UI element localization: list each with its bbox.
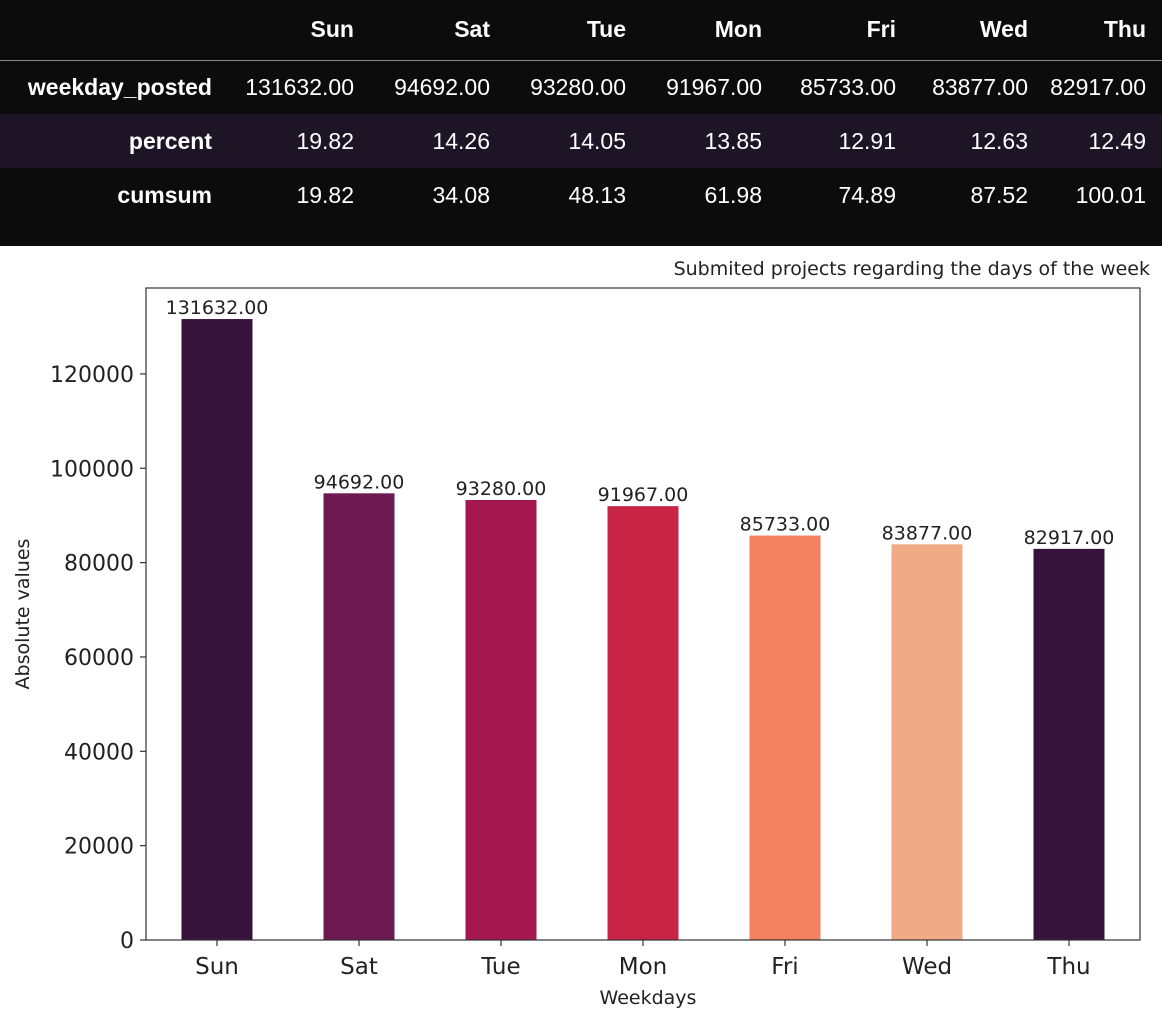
y-tick-label: 0 <box>120 929 134 954</box>
table-cell: 34.08 <box>432 181 490 208</box>
table-cell: 93280.00 <box>530 73 626 100</box>
table-row: cumsum 19.82 34.08 48.13 61.98 74.89 87.… <box>0 168 1162 222</box>
table-cell: 74.89 <box>838 181 896 208</box>
bar-tue <box>465 499 537 940</box>
bar-value-label: 82917.00 <box>1024 527 1115 549</box>
x-tick-label: Mon <box>619 954 668 980</box>
column-header: Sat <box>370 0 506 61</box>
bar-value-label: 93280.00 <box>456 478 547 500</box>
table-cell: 87.52 <box>970 181 1028 208</box>
x-tick-label: Fri <box>771 954 798 980</box>
table-cell: 91967.00 <box>666 73 762 100</box>
y-axis: 0 20000 40000 60000 80000 100000 120000 <box>50 363 146 954</box>
y-tick-label: 120000 <box>50 363 134 388</box>
table-cell: 14.26 <box>432 127 490 154</box>
bar-group: 131632.00 94692.00 93280.00 91967.00 85733.0… <box>166 297 1115 940</box>
table-header-row: Sun Sat Tue Mon Fri Wed Thu <box>0 0 1162 61</box>
x-tick-label: Tue <box>480 954 520 980</box>
table-cell: 82917.00 <box>1050 73 1146 100</box>
bar-fri <box>749 535 821 940</box>
column-header: Wed <box>912 0 1044 61</box>
x-axis: Sun Sat Tue Mon Fri Wed Thu <box>195 940 1091 980</box>
y-tick-label: 60000 <box>64 646 134 671</box>
chart-title: Submited projects regarding the days of … <box>674 258 1150 280</box>
table-cell: 12.91 <box>838 127 896 154</box>
bar-value-label: 83877.00 <box>882 522 973 544</box>
y-axis-label: Absolute values <box>12 539 34 690</box>
table-cell: 19.82 <box>296 181 354 208</box>
row-label: weekday_posted <box>27 73 212 100</box>
bar-sun <box>181 319 253 940</box>
column-header: Tue <box>506 0 642 61</box>
table-cell: 100.01 <box>1075 181 1146 208</box>
bar-mon <box>607 506 679 940</box>
bar-value-label: 85733.00 <box>740 514 831 536</box>
bar-thu <box>1033 548 1105 940</box>
table-cell: 85733.00 <box>800 73 896 100</box>
row-label: cumsum <box>117 181 212 208</box>
bar-value-label: 131632.00 <box>166 297 269 319</box>
column-header: Thu <box>1044 0 1162 61</box>
y-tick-label: 20000 <box>64 835 134 860</box>
row-label: percent <box>128 127 212 154</box>
table-row: percent 19.82 14.26 14.05 13.85 12.91 12… <box>0 114 1162 168</box>
x-tick-label: Sat <box>340 954 378 980</box>
y-tick-label: 40000 <box>64 740 134 765</box>
x-tick-label: Sun <box>195 954 239 980</box>
x-tick-label: Wed <box>902 954 952 980</box>
table-cell: 14.05 <box>568 127 626 154</box>
table-cell: 13.85 <box>704 127 762 154</box>
bar-value-label: 94692.00 <box>314 471 405 493</box>
x-tick-label: Thu <box>1046 954 1090 980</box>
bar-sat <box>323 493 395 940</box>
y-tick-label: 80000 <box>64 552 134 577</box>
table-cell: 94692.00 <box>394 73 490 100</box>
bar-wed <box>891 544 963 940</box>
table-cell: 131632.00 <box>245 73 354 100</box>
column-header: Mon <box>642 0 778 61</box>
table-row: weekday_posted 131632.00 94692.00 93280.… <box>0 60 1162 114</box>
x-axis-label: Weekdays <box>600 987 697 1009</box>
column-header: Sun <box>228 0 370 61</box>
stats-table: Sun Sat Tue Mon Fri Wed Thu weekday_post… <box>0 0 1162 222</box>
table-cell: 48.13 <box>568 181 626 208</box>
table-cell: 12.63 <box>970 127 1028 154</box>
bar-chart: 131632.00 94692.00 93280.00 91967.00 85733.0… <box>12 258 1150 1009</box>
table-cell: 83877.00 <box>932 73 1028 100</box>
column-header: Fri <box>778 0 912 61</box>
table-cell: 12.49 <box>1088 127 1146 154</box>
stats-table-panel: Sun Sat Tue Mon Fri Wed Thu weekday_post… <box>0 0 1162 246</box>
table-cell: 61.98 <box>704 181 762 208</box>
bar-value-label: 91967.00 <box>598 484 689 506</box>
header-index-cell <box>0 0 228 61</box>
y-tick-label: 100000 <box>50 457 134 482</box>
table-cell: 19.82 <box>296 127 354 154</box>
